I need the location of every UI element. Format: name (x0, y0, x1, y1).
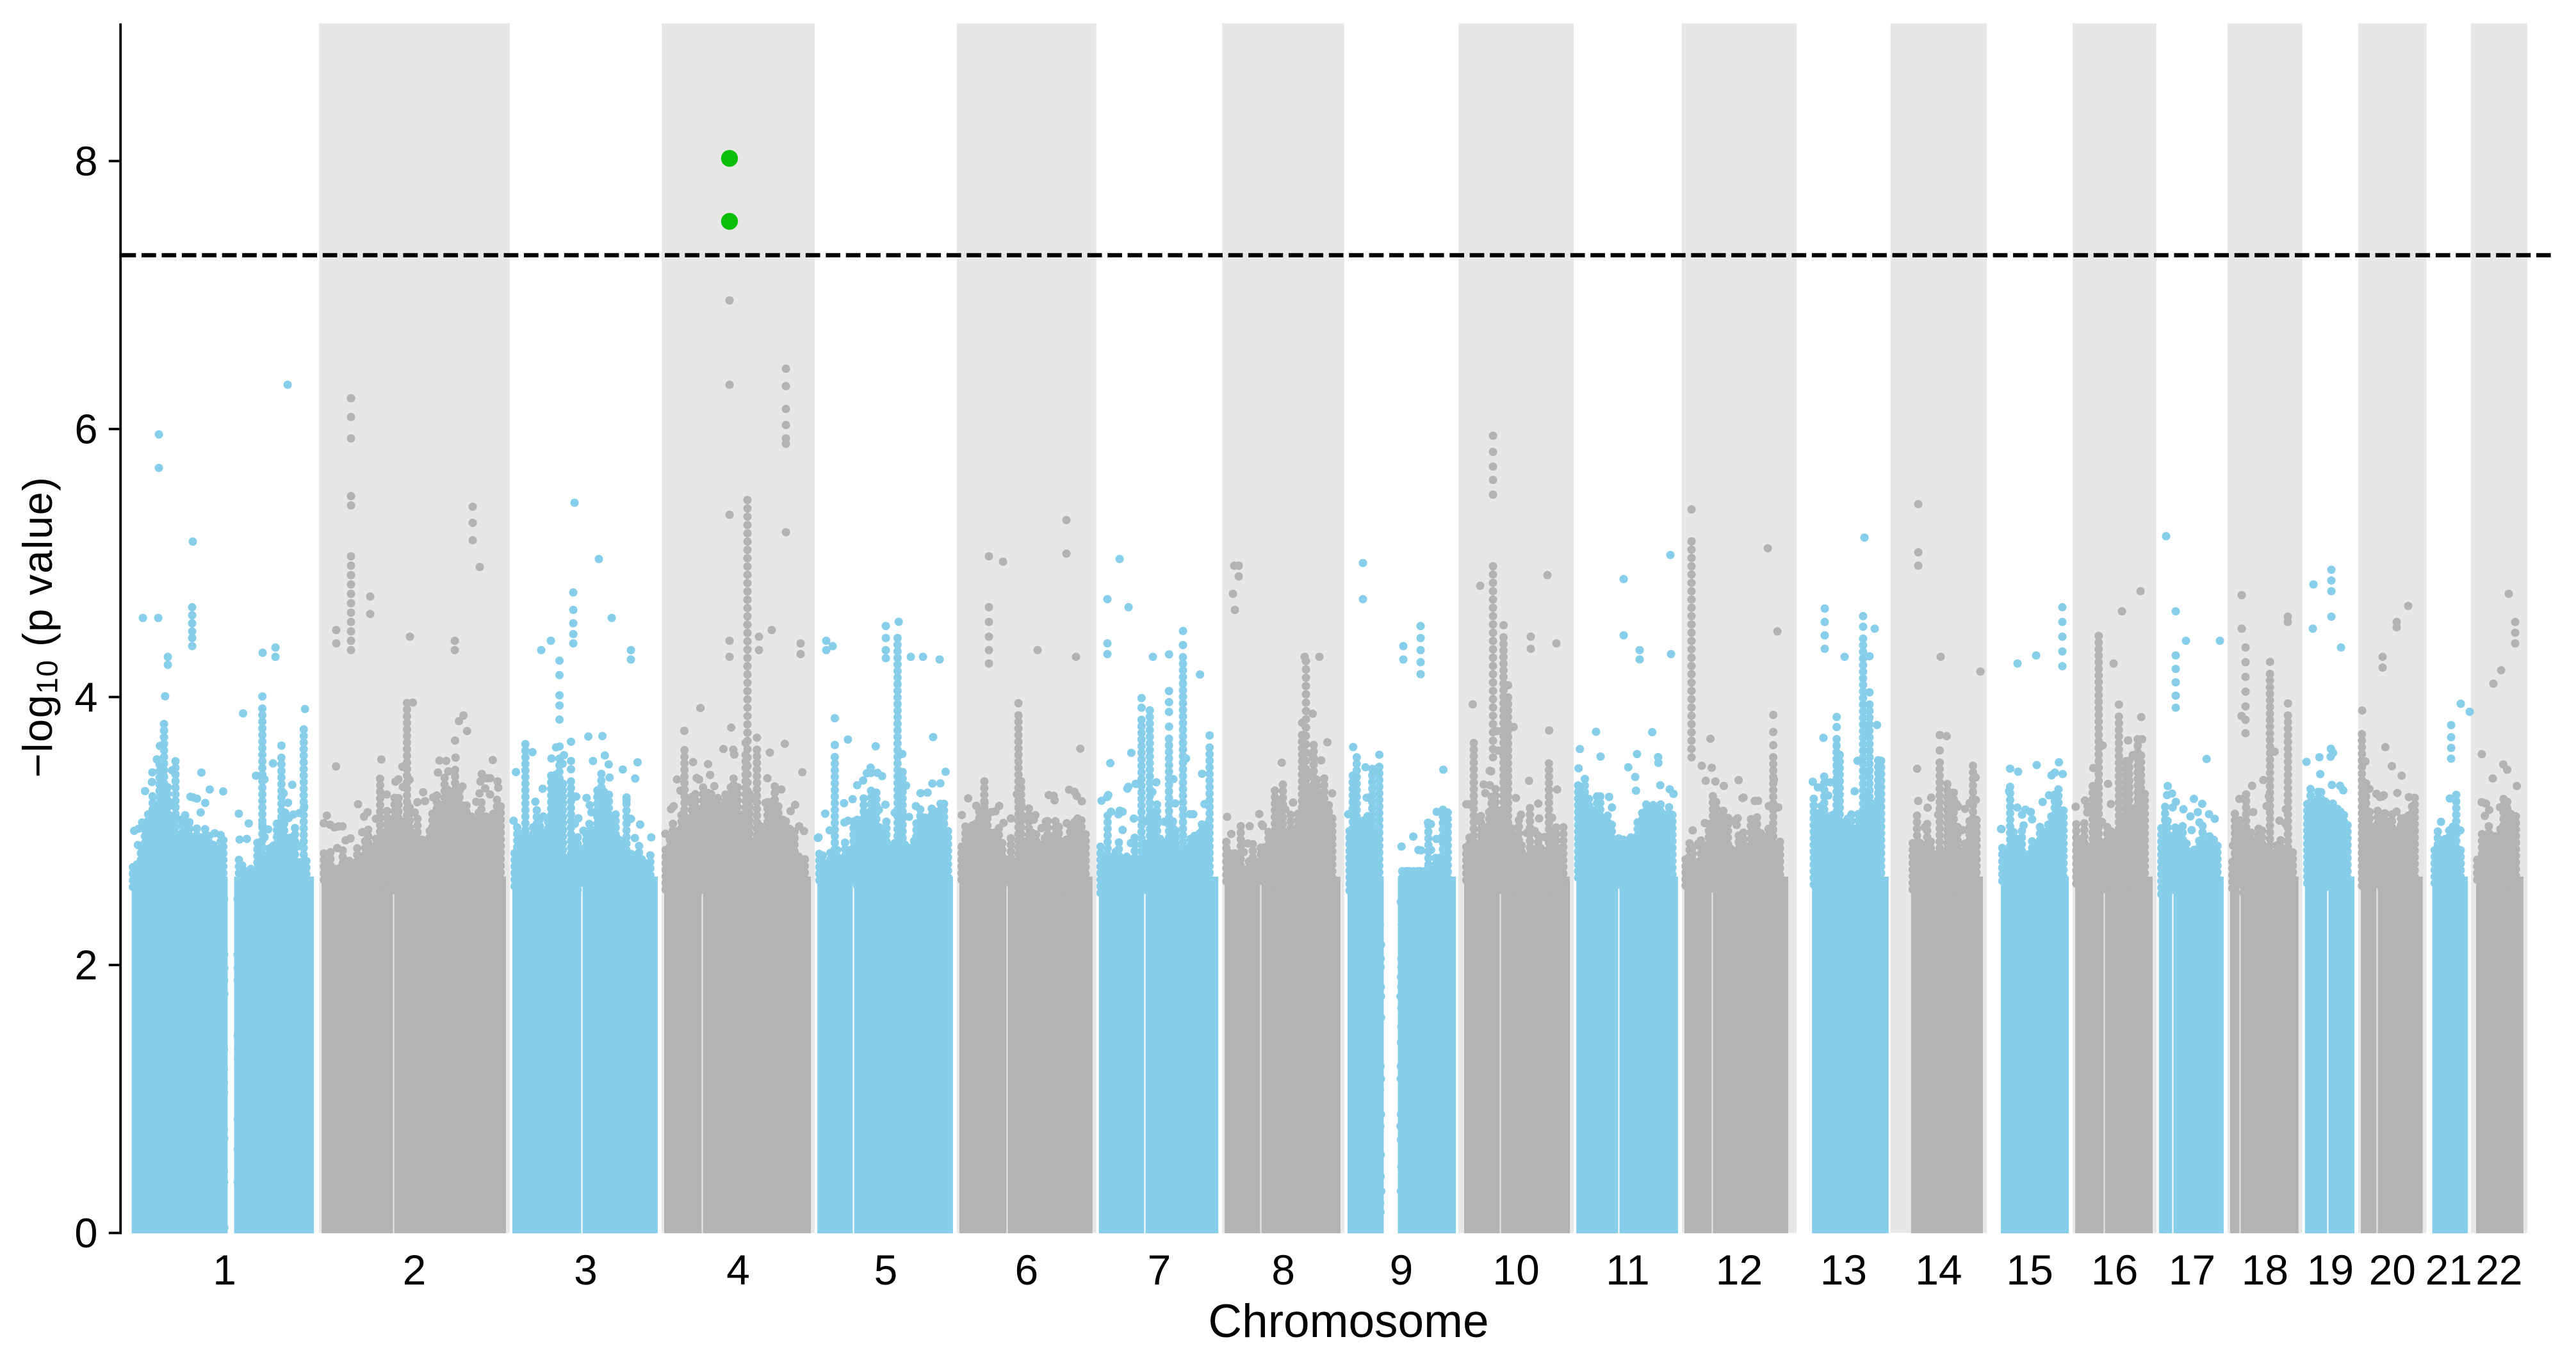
svg-text:21: 21 (2425, 1246, 2472, 1293)
svg-text:14: 14 (1915, 1246, 1962, 1293)
svg-text:7: 7 (1148, 1246, 1171, 1293)
svg-text:22: 22 (2475, 1246, 2522, 1293)
svg-text:6: 6 (1015, 1246, 1038, 1293)
svg-text:2: 2 (403, 1246, 427, 1293)
svg-text:15: 15 (2006, 1246, 2053, 1293)
svg-text:0: 0 (74, 1210, 97, 1256)
svg-text:2: 2 (74, 941, 97, 988)
svg-text:Chromosome: Chromosome (1208, 1295, 1488, 1347)
svg-text:8: 8 (74, 138, 97, 184)
svg-text:16: 16 (2091, 1246, 2138, 1293)
svg-text:19: 19 (2307, 1246, 2354, 1293)
svg-text:−log10 (p value): −log10 (p value) (14, 476, 63, 778)
svg-text:12: 12 (1716, 1246, 1763, 1293)
svg-text:6: 6 (74, 405, 97, 452)
svg-text:1: 1 (213, 1246, 236, 1293)
svg-text:20: 20 (2369, 1246, 2416, 1293)
svg-text:3: 3 (574, 1246, 598, 1293)
svg-text:4: 4 (74, 674, 97, 720)
svg-text:13: 13 (1820, 1246, 1867, 1293)
svg-text:17: 17 (2169, 1246, 2215, 1293)
svg-text:9: 9 (1390, 1246, 1414, 1293)
svg-text:4: 4 (726, 1246, 750, 1293)
svg-text:5: 5 (874, 1246, 898, 1293)
svg-text:11: 11 (1606, 1246, 1650, 1293)
svg-text:10: 10 (1492, 1246, 1539, 1293)
svg-text:18: 18 (2242, 1246, 2288, 1293)
svg-text:8: 8 (1271, 1246, 1295, 1293)
